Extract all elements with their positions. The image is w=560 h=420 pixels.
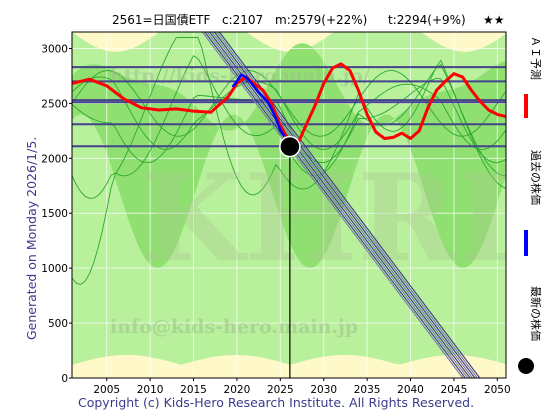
y-tick-label: 1500 (41, 208, 68, 220)
watermark-email: info@kids-hero.main.jp (110, 316, 358, 338)
trend-line (201, 32, 464, 378)
past-price-line (231, 73, 286, 138)
y-tick-label: 2500 (41, 98, 68, 110)
x-tick-label: 2050 (484, 384, 511, 396)
header-stars: ★★ (483, 13, 505, 27)
header-mid: m:2579(+22%) (275, 13, 367, 27)
trend-line (204, 32, 466, 378)
copyright: Copyright (c) Kids-Hero Research Institu… (78, 395, 474, 410)
x-tick-label: 2020 (224, 384, 251, 396)
x-tick-label: 2045 (441, 384, 468, 396)
y-tick-label: 3000 (41, 43, 68, 55)
legend-past-label: 過去の株価 (529, 150, 543, 205)
trend-line (209, 32, 471, 378)
watermark-big: KHRI (140, 148, 514, 289)
plot-frame (71, 31, 507, 379)
y-tick-label: 500 (48, 318, 68, 330)
legend-ai-swatch (524, 94, 528, 118)
green-range-line (72, 37, 506, 285)
header-current: c:2107 (222, 13, 263, 27)
x-tick-label: 2030 (310, 384, 337, 396)
legend-latest-marker (518, 358, 534, 374)
x-tick-label: 2015 (180, 384, 207, 396)
x-tick-label: 2035 (354, 384, 381, 396)
legend-past-swatch (524, 230, 528, 256)
y-tick-label: 0 (61, 373, 68, 385)
green-range-line (72, 70, 506, 137)
header-target: t:2294(+9%) (388, 13, 466, 27)
legend-latest-label: 最新の株価 (529, 286, 543, 341)
generated-label: Generated on Monday 2026/1/5. (24, 137, 39, 340)
legend-ai-label: ＡＩ予測 (529, 36, 543, 80)
header-title: 2561=日国債ETF (112, 12, 211, 27)
x-tick-label: 2010 (137, 384, 164, 396)
x-tick-label: 2040 (397, 384, 424, 396)
ai-forecast-line (72, 62, 506, 146)
latest-price-point (279, 135, 301, 158)
green-range-line (72, 77, 506, 164)
trend-line (206, 32, 469, 378)
y-tick-label: 2000 (41, 153, 68, 165)
y-tick-label: 1000 (41, 263, 68, 275)
x-tick-label: 2025 (267, 384, 294, 396)
x-tick-label: 2005 (93, 384, 120, 396)
